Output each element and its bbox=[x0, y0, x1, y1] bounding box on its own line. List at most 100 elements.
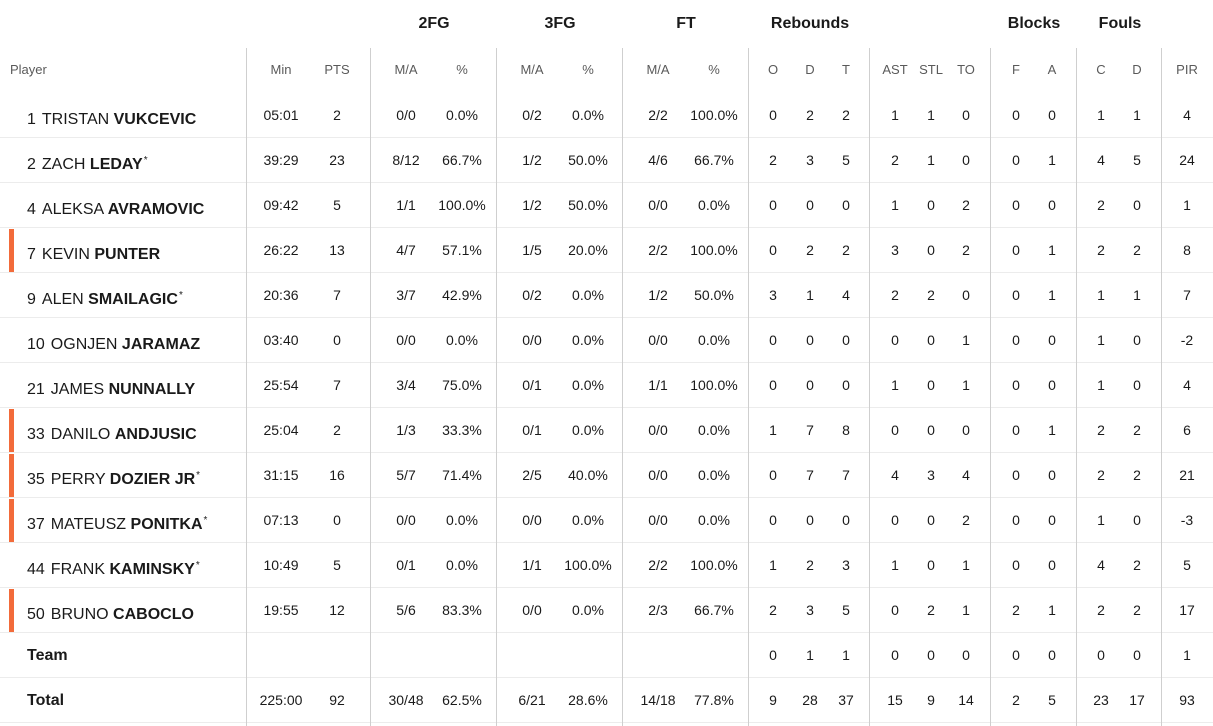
column-header-ft-ma[interactable]: M/A bbox=[646, 62, 670, 77]
starter-indicator bbox=[9, 409, 14, 452]
stat-foul-c: 23 bbox=[1093, 692, 1109, 708]
column-header-min[interactable]: Min bbox=[270, 62, 292, 77]
column-header-stl[interactable]: STL bbox=[919, 62, 943, 77]
player-row[interactable]: 1 TRISTAN VUKCEVIC 05:01 2 0/0 0.0% 0/2 0.0% 2/2… bbox=[0, 93, 1213, 138]
stat-pir: 4 bbox=[1183, 107, 1191, 123]
column-divider bbox=[246, 48, 247, 726]
stat-reb-o: 1 bbox=[769, 422, 777, 438]
stat-blk-a: 1 bbox=[1048, 242, 1056, 258]
stat-reb-o: 0 bbox=[769, 242, 777, 258]
player-row[interactable]: 21 JAMES NUNNALLY 25:54 7 3/4 75.0% 0/1 0.0% 1/1… bbox=[0, 363, 1213, 408]
stat-reb-d: 3 bbox=[806, 602, 814, 618]
player-name[interactable]: 37 MATEUSZ PONITKA* bbox=[27, 498, 207, 543]
player-name[interactable]: 1 TRISTAN VUKCEVIC bbox=[27, 93, 197, 138]
player-row[interactable]: 37 MATEUSZ PONITKA* 07:13 0 0/0 0.0% 0/0 0.0% 0/… bbox=[0, 498, 1213, 543]
stat-pts: 2 bbox=[333, 107, 341, 123]
player-number: 33 bbox=[27, 426, 45, 443]
column-header-to[interactable]: TO bbox=[957, 62, 975, 77]
column-header-blk-f[interactable]: F bbox=[1012, 62, 1020, 77]
stat-foul-d: 2 bbox=[1133, 602, 1141, 618]
column-header-reb-t[interactable]: T bbox=[842, 62, 850, 77]
stat-blk-a: 0 bbox=[1048, 197, 1056, 213]
stat-reb-t: 3 bbox=[842, 557, 850, 573]
player-name[interactable]: 7 KEVIN PUNTER bbox=[27, 228, 161, 273]
stat-foul-d: 0 bbox=[1133, 647, 1141, 663]
stat-to: 4 bbox=[962, 467, 970, 483]
player-row[interactable]: 9 ALEN SMAILAGIC* 20:36 7 3/7 42.9% 0/2 0.0% 1/2… bbox=[0, 273, 1213, 318]
column-header-3fg-pct[interactable]: % bbox=[582, 62, 594, 77]
stat-ast: 2 bbox=[891, 287, 899, 303]
player-row[interactable]: 33 DANILO ANDJUSIC 25:04 2 1/3 33.3% 0/1 0.0% 0/… bbox=[0, 408, 1213, 453]
column-header-pir[interactable]: PIR bbox=[1176, 62, 1198, 77]
stat-to: 2 bbox=[962, 242, 970, 258]
player-row[interactable]: 50 BRUNO CABOCLO 19:55 12 5/6 83.3% 0/0 0.0% 2/3… bbox=[0, 588, 1213, 633]
stat-ft-pct: 0.0% bbox=[698, 422, 730, 438]
player-name[interactable]: 21 JAMES NUNNALLY bbox=[27, 363, 196, 408]
player-name[interactable]: 33 DANILO ANDJUSIC bbox=[27, 408, 198, 453]
stat-reb-d: 1 bbox=[806, 647, 814, 663]
stat-reb-d: 0 bbox=[806, 377, 814, 393]
stat-blk-f: 0 bbox=[1012, 557, 1020, 573]
stat-reb-d: 7 bbox=[806, 422, 814, 438]
stat-blk-a: 0 bbox=[1048, 467, 1056, 483]
column-header-3fg-ma[interactable]: M/A bbox=[520, 62, 544, 77]
stat-to: 0 bbox=[962, 107, 970, 123]
stat-blk-a: 1 bbox=[1048, 602, 1056, 618]
stat-blk-a: 0 bbox=[1048, 512, 1056, 528]
player-name[interactable]: 4 ALEKSA AVRAMOVIC bbox=[27, 183, 205, 228]
player-row[interactable]: 35 PERRY DOZIER JR* 31:15 16 5/7 71.4% 2/5 40.0… bbox=[0, 453, 1213, 498]
column-header-ft-pct[interactable]: % bbox=[708, 62, 720, 77]
stat-ast: 0 bbox=[891, 512, 899, 528]
stat-pir: 93 bbox=[1179, 692, 1195, 708]
stat-fg2-pct: 0.0% bbox=[446, 512, 478, 528]
player-number: 37 bbox=[27, 516, 45, 533]
column-header-pts[interactable]: PTS bbox=[324, 62, 350, 77]
stat-ft-ma: 2/2 bbox=[648, 557, 668, 573]
player-name[interactable]: 9 ALEN SMAILAGIC* bbox=[27, 273, 183, 318]
player-row[interactable]: 2 ZACH LEDAY* 39:29 23 8/12 66.7% 1/2 50.0% 4/6 6… bbox=[0, 138, 1213, 183]
player-name[interactable]: 35 PERRY DOZIER JR* bbox=[27, 453, 200, 498]
stat-foul-d: 0 bbox=[1133, 332, 1141, 348]
player-row[interactable]: 44 FRANK KAMINSKY* 10:49 5 0/1 0.0% 1/1 100.0% 2… bbox=[0, 543, 1213, 588]
stat-fg2-pct: 42.9% bbox=[442, 287, 482, 303]
stat-blk-a: 0 bbox=[1048, 377, 1056, 393]
column-header-player[interactable]: Player bbox=[10, 62, 47, 77]
player-name[interactable]: 50 BRUNO CABOCLO bbox=[27, 588, 195, 633]
stat-to: 1 bbox=[962, 332, 970, 348]
stat-foul-d: 2 bbox=[1133, 557, 1141, 573]
player-name[interactable]: 10 OGNJEN JARAMAZ bbox=[27, 318, 201, 363]
stat-min: 10:49 bbox=[263, 557, 299, 573]
column-divider bbox=[990, 48, 991, 726]
player-row[interactable]: 10 OGNJEN JARAMAZ 03:40 0 0/0 0.0% 0/0 0.0% 0/0 0… bbox=[0, 318, 1213, 363]
column-header-reb-o[interactable]: O bbox=[767, 62, 779, 77]
player-row[interactable]: 7 KEVIN PUNTER 26:22 13 4/7 57.1% 1/5 20.0% 2/2 1… bbox=[0, 228, 1213, 273]
stat-blk-f: 0 bbox=[1012, 242, 1020, 258]
column-header-foul-d[interactable]: D bbox=[1132, 62, 1142, 77]
stat-blk-a: 1 bbox=[1048, 422, 1056, 438]
stat-reb-t: 2 bbox=[842, 242, 850, 258]
stat-fg2-pct: 0.0% bbox=[446, 332, 478, 348]
player-last-name: DOZIER JR bbox=[109, 471, 196, 488]
stat-stl: 0 bbox=[927, 332, 935, 348]
stat-reb-t: 0 bbox=[842, 512, 850, 528]
stat-stl: 2 bbox=[927, 602, 935, 618]
column-divider bbox=[496, 48, 497, 726]
column-header-ast[interactable]: AST bbox=[882, 62, 908, 77]
stat-blk-f: 2 bbox=[1012, 602, 1020, 618]
column-header-reb-d[interactable]: D bbox=[805, 62, 815, 77]
column-header-foul-c[interactable]: C bbox=[1096, 62, 1106, 77]
player-name[interactable]: 2 ZACH LEDAY* bbox=[27, 138, 148, 183]
column-header-2fg-pct[interactable]: % bbox=[456, 62, 468, 77]
stat-reb-t: 1 bbox=[842, 647, 850, 663]
column-header-blk-a[interactable]: A bbox=[1047, 62, 1057, 77]
stat-pir: 17 bbox=[1179, 602, 1195, 618]
player-row[interactable]: 4 ALEKSA AVRAMOVIC 09:42 5 1/1 100.0% 1/2 50.0%… bbox=[0, 183, 1213, 228]
player-first-name: TRISTAN bbox=[41, 111, 110, 128]
stat-ast: 0 bbox=[891, 602, 899, 618]
player-name[interactable]: 44 FRANK KAMINSKY* bbox=[27, 543, 200, 588]
stat-blk-f: 0 bbox=[1012, 107, 1020, 123]
stat-fg3-ma: 0/0 bbox=[522, 332, 542, 348]
column-header-2fg-ma[interactable]: M/A bbox=[394, 62, 418, 77]
stat-fg2-pct: 83.3% bbox=[442, 602, 482, 618]
stat-foul-c: 1 bbox=[1097, 377, 1105, 393]
